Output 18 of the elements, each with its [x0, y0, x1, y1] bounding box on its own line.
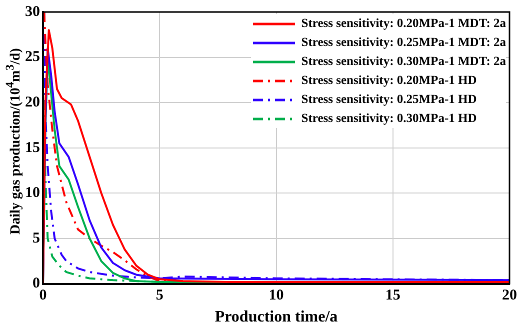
legend-label: Stress sensitivity: 0.20MPa-1 MDT: 2a — [301, 16, 506, 31]
x-tick-label: 5 — [156, 288, 164, 304]
legend-label: Stress sensitivity: 0.25MPa-1 HD — [301, 92, 477, 107]
x-tick-label: 20 — [502, 288, 517, 304]
y-tick-label: 20 — [25, 94, 40, 110]
x-axis-title: Production time/a — [214, 308, 338, 326]
legend-label: Stress sensitivity: 0.30MPa-1 HD — [301, 111, 477, 126]
y-tick-label: 25 — [25, 49, 40, 66]
y-tick-label: 15 — [25, 140, 40, 156]
y-tick-label: 0 — [32, 276, 40, 292]
legend-label: Stress sensitivity: 0.25MPa-1 MDT: 2a — [301, 35, 506, 50]
y-tick-label: 30 — [25, 4, 40, 20]
x-tick-label: 15 — [385, 288, 400, 304]
legend-label: Stress sensitivity: 0.30MPa-1 MDT: 2a — [301, 54, 506, 69]
legend-label: Stress sensitivity: 0.20MPa-1 HD — [301, 73, 477, 88]
y-tick-label: 5 — [32, 230, 40, 246]
x-tick-label: 10 — [268, 288, 284, 304]
y-tick-label: 10 — [25, 185, 40, 202]
